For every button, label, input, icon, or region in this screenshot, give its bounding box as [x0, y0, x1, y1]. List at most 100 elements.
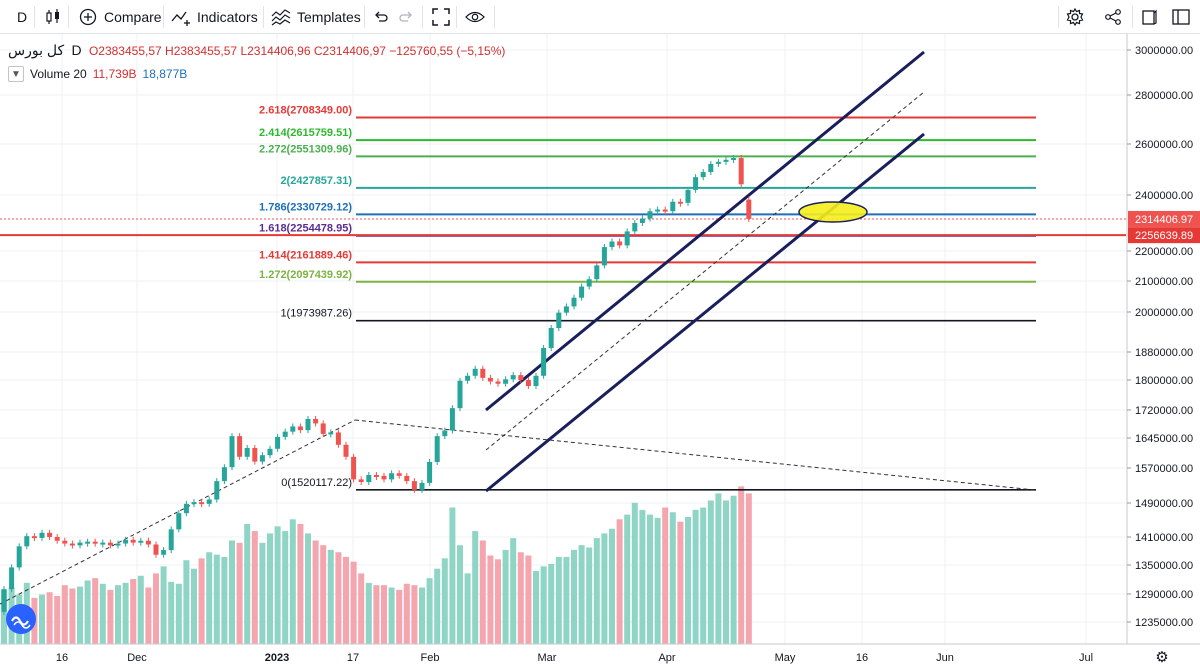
volume-value-2: 18,877B: [142, 67, 188, 81]
candle-body: [100, 542, 106, 545]
volume-bar: [358, 573, 365, 644]
volume-bar: [388, 587, 395, 644]
candle-body: [715, 161, 721, 164]
candle-body: [381, 475, 387, 480]
volume-bar: [441, 558, 448, 644]
fullscreen-button[interactable]: [430, 0, 452, 34]
volume-bar: [160, 566, 167, 644]
share-button[interactable]: [1102, 0, 1124, 34]
time-tick-label: 16: [856, 652, 868, 664]
visibility-button[interactable]: [463, 0, 487, 34]
fib-level-label: 2.272(2551309.96): [259, 143, 352, 155]
price-chart[interactable]: 2.618(2708349.00) 2.414(2615759.51) 2.272(…: [0, 34, 1200, 668]
fib-level-label: 1(1973987.26): [280, 308, 352, 320]
candle-body: [685, 189, 691, 203]
candle-body: [449, 408, 455, 431]
compare-button[interactable]: Compare: [78, 0, 162, 34]
volume-bar: [312, 540, 319, 644]
volume-bar: [517, 552, 524, 644]
volume-bar: [479, 540, 486, 644]
candle-body: [586, 279, 592, 287]
volume-legend: ▼ Volume 20 11,739B 18,877B: [8, 66, 187, 82]
candle-body: [206, 499, 212, 504]
candle-body: [123, 539, 129, 544]
volume-bar: [92, 578, 99, 644]
redo-button[interactable]: [397, 0, 415, 34]
volume-bar: [365, 582, 372, 644]
volume-bar: [738, 486, 745, 644]
undo-button[interactable]: [372, 0, 390, 34]
candle-body: [723, 159, 729, 162]
volume-bar: [381, 585, 387, 644]
candle-body: [617, 241, 623, 246]
channel-lower-line: [485, 132, 925, 493]
candle-body: [601, 247, 607, 266]
legend-collapse-button[interactable]: ▼: [8, 66, 24, 82]
candle-body: [693, 177, 699, 190]
tradingview-logo[interactable]: [6, 604, 36, 634]
uptrend-line: [0, 419, 356, 605]
candle-body: [115, 543, 121, 546]
volume-bar: [616, 519, 623, 644]
fullscreen-icon: [431, 7, 451, 27]
candle-body: [457, 380, 463, 409]
document-icon: [1139, 7, 1159, 27]
price-tick-label: 2000000.00: [1135, 307, 1193, 319]
candle-body: [244, 448, 250, 457]
price-tick-label: 2600000.00: [1135, 139, 1193, 151]
volume-bar: [647, 514, 653, 644]
volume-bar: [715, 493, 722, 644]
candle-body: [465, 375, 471, 381]
price-badge-label: 2314406.97: [1135, 214, 1193, 226]
templates-button[interactable]: Templates: [271, 0, 361, 34]
candle-body: [731, 158, 737, 161]
fib-level-label: 2(2427857.31): [280, 175, 352, 187]
candle-body: [138, 540, 144, 543]
price-tick-label: 1645000.00: [1135, 433, 1193, 445]
axis-settings-icon[interactable]: ⚙: [1155, 648, 1168, 666]
candle-body: [176, 513, 182, 530]
volume-bar: [472, 531, 479, 644]
volume-bar: [350, 561, 357, 644]
volume-bar: [175, 583, 182, 644]
templates-icon: [271, 7, 291, 27]
candle-body: [396, 473, 402, 476]
fullscreen-exit-button[interactable]: [1168, 0, 1194, 34]
fib-level-label: 0(1520117.22): [281, 477, 352, 489]
price-badge: [1128, 210, 1200, 227]
redo-icon: [397, 7, 415, 27]
volume-bar: [137, 575, 144, 644]
candle-body: [47, 532, 53, 537]
volume-bar: [107, 589, 114, 644]
volume-bar: [662, 507, 669, 644]
tv-logo-button[interactable]: [1138, 0, 1160, 34]
volume-bar: [730, 495, 737, 644]
candle-body: [267, 448, 273, 456]
volume-bar: [510, 538, 517, 644]
gear-icon: [1065, 7, 1085, 27]
toolbar-divider: [34, 6, 35, 28]
price-axis: 3000000.00 2800000.00 2600000.00 2400000.00…: [1126, 34, 1200, 668]
volume-bar: [540, 566, 547, 644]
legend-high: H2383455,57: [165, 44, 238, 58]
chart-type-button[interactable]: [42, 0, 64, 34]
compare-label: Compare: [104, 9, 162, 25]
candle-body: [708, 163, 714, 173]
indicators-button[interactable]: Indicators: [171, 0, 258, 34]
candle-body: [69, 543, 75, 546]
legend-open: O2383455,57: [88, 44, 162, 58]
price-tick-label: 1350000.00: [1135, 560, 1193, 572]
candle-body: [404, 475, 410, 482]
candle-body: [594, 265, 600, 280]
candle-body: [647, 211, 653, 219]
fib-level-label: 1.272(2097439.92): [259, 269, 352, 281]
volume-bar: [130, 579, 137, 644]
candle-body: [62, 540, 68, 544]
settings-button[interactable]: [1064, 0, 1086, 34]
volume-bar: [335, 552, 342, 644]
legend-interval: D: [71, 42, 82, 58]
candle-body: [571, 297, 577, 307]
highlight-ellipse: [798, 201, 868, 223]
interval-button[interactable]: D: [10, 0, 34, 34]
volume-bar: [639, 509, 646, 644]
